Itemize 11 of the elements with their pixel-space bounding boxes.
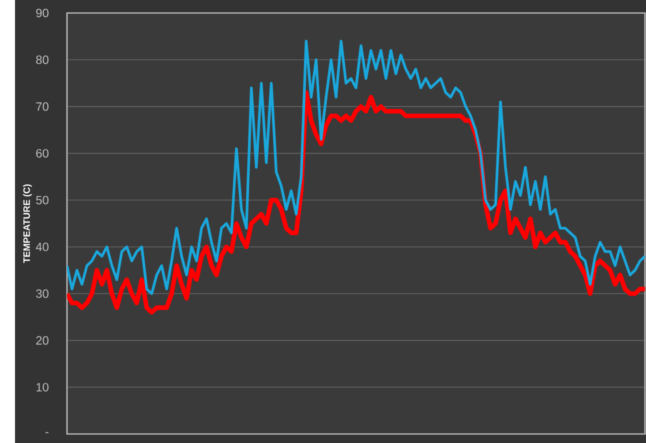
y-tick-label: 20: [36, 336, 48, 345]
y-tick-label: 70: [36, 102, 48, 111]
y-tick-label: 30: [36, 289, 48, 298]
y-tick-label: 60: [36, 149, 48, 158]
y-tick-label: 90: [36, 8, 48, 18]
y-tick-label: 80: [36, 55, 48, 64]
y-tick-label: 10: [36, 382, 48, 392]
y-tick-label: 50: [36, 196, 48, 204]
y-axis-title: TEMPEATURE (C): [23, 184, 32, 263]
y-tick-label: 40: [36, 242, 48, 252]
y-tick-label: -: [46, 432, 48, 434]
